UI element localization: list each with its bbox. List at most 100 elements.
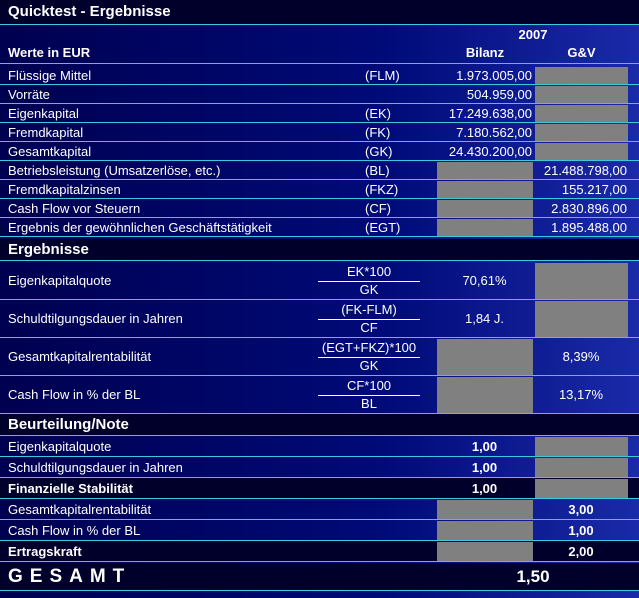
gray-cell [535, 86, 628, 103]
fraction-line [318, 319, 420, 320]
gray-cell [535, 105, 628, 122]
formula-numerator: (FK-FLM) [341, 302, 397, 317]
row-code: (FK) [365, 125, 391, 140]
row-label: Cash Flow vor Steuern [8, 201, 141, 216]
title-bar: Quicktest - Ergebnisse [0, 0, 639, 25]
bilanz-value: 24.430.200,00 [448, 144, 532, 159]
guv-value: 3,00 [568, 502, 594, 517]
gray-cell [437, 219, 533, 236]
result-row: Gesamtkapitalrentabilität (EGT+FKZ)*100 GK… [0, 338, 639, 376]
formula-numerator: EK*100 [346, 264, 392, 279]
total-value: 1,50 [516, 567, 550, 586]
guv-value: 21.488.798,00 [543, 163, 627, 178]
col-guv: G&V [567, 45, 596, 60]
row-label: Cash Flow in % der BL [8, 523, 141, 538]
guv-value: 1,00 [568, 523, 594, 538]
row-label: Eigenkapital [8, 106, 79, 121]
rating-row: Ertragskraft 2,00 [0, 541, 639, 562]
section-header: Ergebnisse [0, 239, 639, 261]
gray-cell [535, 301, 628, 337]
fraction-line [318, 281, 420, 282]
guv-value: 1.895.488,00 [551, 220, 627, 235]
result-row: Schuldtilgungsdauer in Jahren (FK-FLM) CF 1… [0, 300, 639, 338]
gray-cell [437, 542, 533, 561]
section-header: Beurteilung/Note [0, 414, 639, 436]
total-label: GESAMT [8, 566, 132, 587]
bilanz-value: 1,84 J. [464, 311, 505, 326]
formula-numerator: (EGT+FKZ)*100 [321, 340, 417, 355]
row-code: (GK) [365, 144, 393, 159]
fraction-line [318, 357, 420, 358]
rating-row: Schuldtilgungsdauer in Jahren 1,00 [0, 457, 639, 478]
gray-cell [535, 67, 628, 84]
bilanz-value: 1,00 [471, 460, 498, 475]
row-label: Cash Flow in % der BL [8, 387, 141, 402]
row-code: (FLM) [365, 68, 400, 83]
rating-row: Eigenkapitalquote 1,00 [0, 436, 639, 457]
formula-numerator: CF*100 [346, 378, 392, 393]
total-row: GESAMT 1,50 [0, 563, 639, 591]
formula-denominator: CF [360, 320, 378, 335]
value-row: Gesamtkapital (GK) 24.430.200,00 [0, 142, 639, 161]
gray-cell [437, 377, 533, 413]
result-row: Cash Flow in % der BL CF*100 BL 13,17% [0, 376, 639, 414]
bilanz-value: 70,61% [462, 273, 507, 288]
row-code: (CF) [365, 201, 391, 216]
row-code: (BL) [365, 163, 390, 178]
bilanz-value: 504.959,00 [466, 87, 532, 102]
row-code: (EGT) [365, 220, 401, 235]
formula-denominator: BL [361, 396, 377, 411]
row-label: Ergebnis der gewöhnlichen Geschäftstätig… [8, 220, 272, 235]
bilanz-value: 7.180.562,00 [456, 125, 532, 140]
row-code: (FKZ) [365, 182, 399, 197]
row-label: Schuldtilgungsdauer in Jahren [8, 311, 183, 326]
bilanz-value: 1,00 [471, 439, 498, 454]
result-row: Eigenkapitalquote EK*100 GK 70,61% [0, 262, 639, 300]
value-row: Eigenkapital (EK) 17.249.638,00 [0, 104, 639, 123]
bilanz-value: 17.249.638,00 [448, 106, 532, 121]
formula-denominator: GK [359, 358, 379, 373]
col-bilanz: Bilanz [465, 45, 505, 60]
value-row: Fremdkapitalzinsen (FKZ) 155.217,00 [0, 180, 639, 199]
guv-value: 8,39% [562, 349, 600, 364]
row-label: Ertragskraft [8, 544, 82, 559]
rating-row: Gesamtkapitalrentabilität 3,00 [0, 499, 639, 520]
gray-cell [437, 181, 533, 198]
row-code: (EK) [365, 106, 391, 121]
value-row: Flüssige Mittel (FLM) 1.973.005,00 [0, 66, 639, 85]
gray-cell [535, 263, 628, 299]
row-label: Fremdkapitalzinsen [8, 182, 121, 197]
unit-label: Werte in EUR [8, 45, 91, 60]
value-row: Vorräte 504.959,00 [0, 85, 639, 104]
gray-cell [437, 500, 533, 519]
fraction-line [318, 395, 420, 396]
gray-cell [535, 143, 628, 160]
gray-cell [437, 162, 533, 179]
gray-cell [437, 339, 533, 375]
row-label: Eigenkapitalquote [8, 273, 112, 288]
gray-cell [535, 458, 628, 477]
gray-cell [437, 521, 533, 540]
bilanz-value: 1.973.005,00 [456, 68, 532, 83]
guv-value: 13,17% [558, 387, 604, 402]
gray-cell [535, 124, 628, 141]
row-label: Eigenkapitalquote [8, 439, 112, 454]
row-label: Gesamtkapitalrentabilität [8, 349, 152, 364]
year: 2007 [518, 27, 548, 42]
formula-denominator: GK [359, 282, 379, 297]
guv-value: 2,00 [568, 544, 594, 559]
row-label: Fremdkapital [8, 125, 84, 140]
value-row: Betriebsleistung (Umsatzerlöse, etc.) (BL… [0, 161, 639, 180]
row-label: Gesamtkapital [8, 144, 92, 159]
value-row: Cash Flow vor Steuern (CF) 2.830.896,00 [0, 199, 639, 218]
value-row: Fremdkapital (FK) 7.180.562,00 [0, 123, 639, 142]
row-label: Betriebsleistung (Umsatzerlöse, etc.) [8, 163, 221, 178]
guv-value: 155.217,00 [561, 182, 627, 197]
gray-cell [535, 437, 628, 456]
row-label: Flüssige Mittel [8, 68, 92, 83]
gray-cell [437, 200, 533, 217]
guv-value: 2.830.896,00 [551, 201, 627, 216]
divider [0, 63, 639, 64]
gray-cell [535, 479, 628, 498]
